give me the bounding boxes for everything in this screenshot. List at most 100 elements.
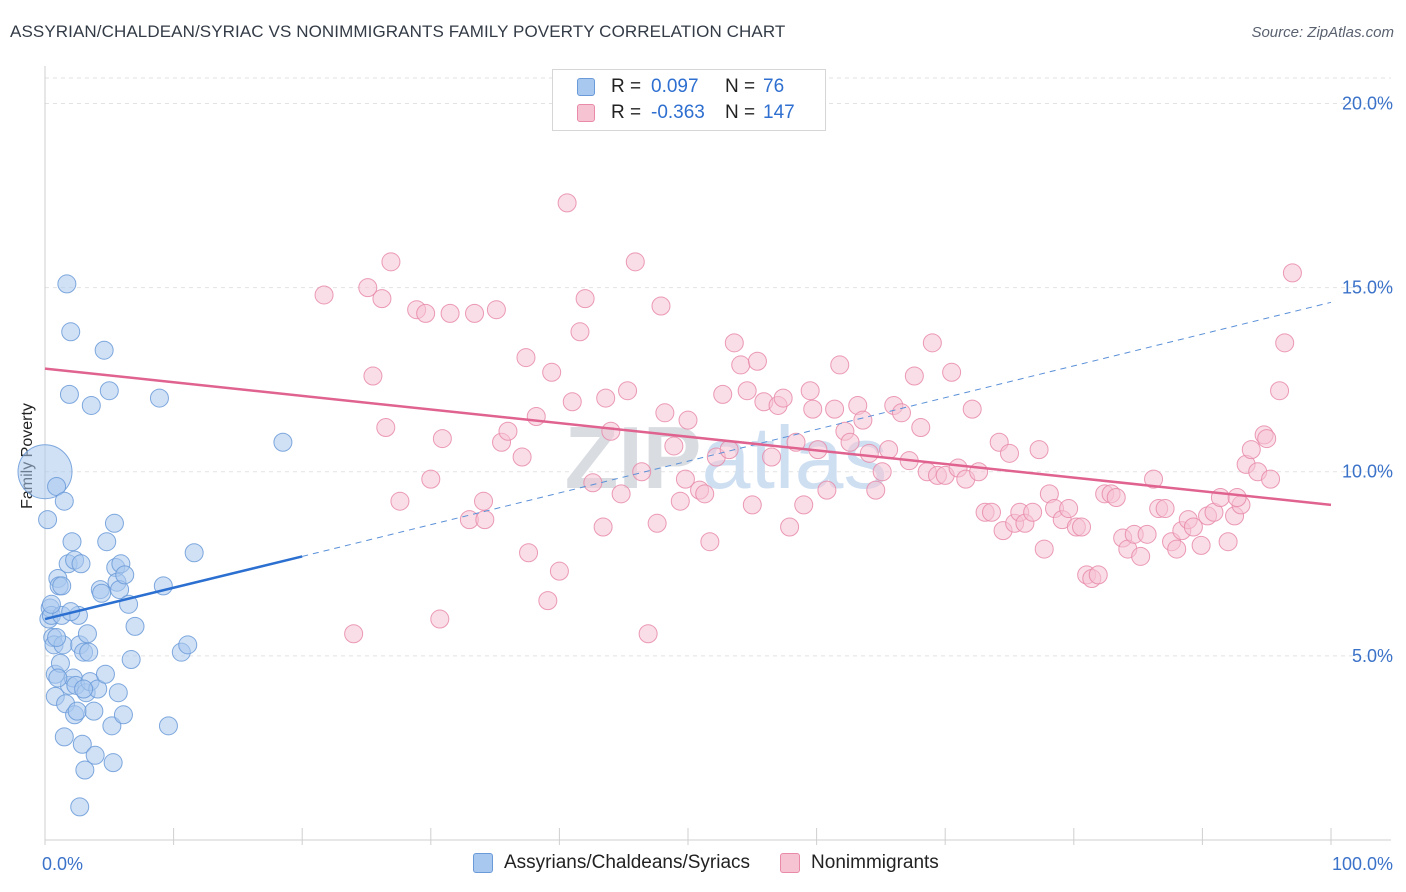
data-point <box>794 495 814 515</box>
data-point <box>273 432 293 452</box>
data-point <box>103 753 123 773</box>
data-point <box>465 303 485 323</box>
data-point <box>376 418 396 438</box>
trend-line-assyrians-extension <box>302 301 1332 557</box>
series-legend: Assyrians/Chaldeans/Syriacs Nonimmigrant… <box>473 852 969 874</box>
data-point <box>1270 381 1290 401</box>
data-point <box>81 395 101 415</box>
data-point <box>95 664 115 684</box>
data-point <box>575 289 595 309</box>
data-point <box>700 532 720 552</box>
data-point <box>611 484 631 504</box>
legend-item-assyrians: Assyrians/Chaldeans/Syriacs <box>473 852 750 874</box>
data-point <box>115 565 135 585</box>
data-point <box>1059 499 1079 519</box>
data-point <box>57 274 77 294</box>
data-point <box>803 399 823 419</box>
data-point <box>1183 517 1203 537</box>
data-point <box>1023 502 1043 522</box>
data-point <box>601 421 621 441</box>
data-point <box>747 351 767 371</box>
data-point <box>61 322 81 342</box>
legend-n-label: N = <box>725 102 756 123</box>
data-point <box>1106 488 1126 508</box>
data-point <box>557 193 577 213</box>
data-point <box>79 642 99 662</box>
data-point <box>498 421 518 441</box>
data-point <box>1191 535 1211 555</box>
data-point <box>70 797 90 817</box>
data-point <box>655 403 675 423</box>
data-point <box>75 760 95 780</box>
data-point <box>54 727 74 747</box>
legend-item-nonimmigrants: Nonimmigrants <box>780 852 939 874</box>
data-point <box>962 399 982 419</box>
data-point <box>1210 488 1230 508</box>
legend-n-value-nonimmigrants: 147 <box>763 102 795 123</box>
data-point <box>149 388 169 408</box>
data-point <box>416 303 436 323</box>
data-point <box>102 716 122 736</box>
data-point <box>762 447 782 467</box>
data-point <box>1261 469 1281 489</box>
legend-swatch-nonimmigrants <box>577 104 595 122</box>
data-point <box>570 322 590 342</box>
data-point <box>74 679 94 699</box>
data-point <box>121 650 141 670</box>
data-point <box>1072 517 1092 537</box>
data-point <box>430 609 450 629</box>
data-point <box>67 701 87 721</box>
data-point <box>526 406 546 426</box>
data-point <box>85 745 105 765</box>
data-point <box>113 705 133 725</box>
data-point <box>942 362 962 382</box>
data-point <box>596 388 616 408</box>
data-point <box>381 252 401 272</box>
data-point <box>486 300 506 320</box>
data-point <box>363 366 383 386</box>
data-point <box>904 366 924 386</box>
data-point <box>1155 499 1175 519</box>
legend-n-value-assyrians: 76 <box>763 76 785 97</box>
data-point <box>1000 443 1019 463</box>
data-point <box>922 333 942 353</box>
legend-r-value-assyrians: 0.097 <box>651 76 699 97</box>
tick-labels: 5.0% 10.0% 15.0% 20.0% 0.0% 100.0% <box>42 93 1393 874</box>
data-point <box>59 384 79 404</box>
trend-lines <box>44 301 1332 621</box>
data-point <box>47 627 67 647</box>
data-point <box>99 381 119 401</box>
data-point <box>390 491 410 511</box>
data-point <box>512 447 532 467</box>
y-tick-label: 10.0% <box>1342 462 1393 482</box>
data-point <box>800 381 820 401</box>
data-point <box>38 510 58 530</box>
data-point <box>647 513 667 533</box>
legend-row-nonimmigrants: R = -0.363 N = 147 <box>577 101 795 125</box>
data-point <box>158 716 178 736</box>
data-point <box>670 491 690 511</box>
data-point <box>440 303 460 323</box>
data-point <box>1282 263 1302 283</box>
data-point <box>474 491 494 511</box>
data-point <box>866 480 886 500</box>
chart-title: ASSYRIAN/CHALDEAN/SYRIAC VS NONIMMIGRANT… <box>10 22 786 41</box>
data-point <box>981 502 1001 522</box>
data-point <box>77 624 97 644</box>
data-point <box>879 440 899 460</box>
series-nonimmigrants-points <box>314 193 1302 644</box>
data-point <box>817 480 837 500</box>
data-point <box>872 462 892 482</box>
legend-swatch-nonimmigrants <box>780 853 801 873</box>
data-point <box>372 289 392 309</box>
data-point <box>72 734 92 754</box>
data-point <box>314 285 334 305</box>
data-point <box>742 495 762 515</box>
data-point <box>780 517 800 537</box>
data-point <box>825 399 845 419</box>
data-point <box>184 543 204 563</box>
data-point <box>519 543 539 563</box>
data-point <box>1029 440 1049 460</box>
data-point <box>71 554 91 574</box>
